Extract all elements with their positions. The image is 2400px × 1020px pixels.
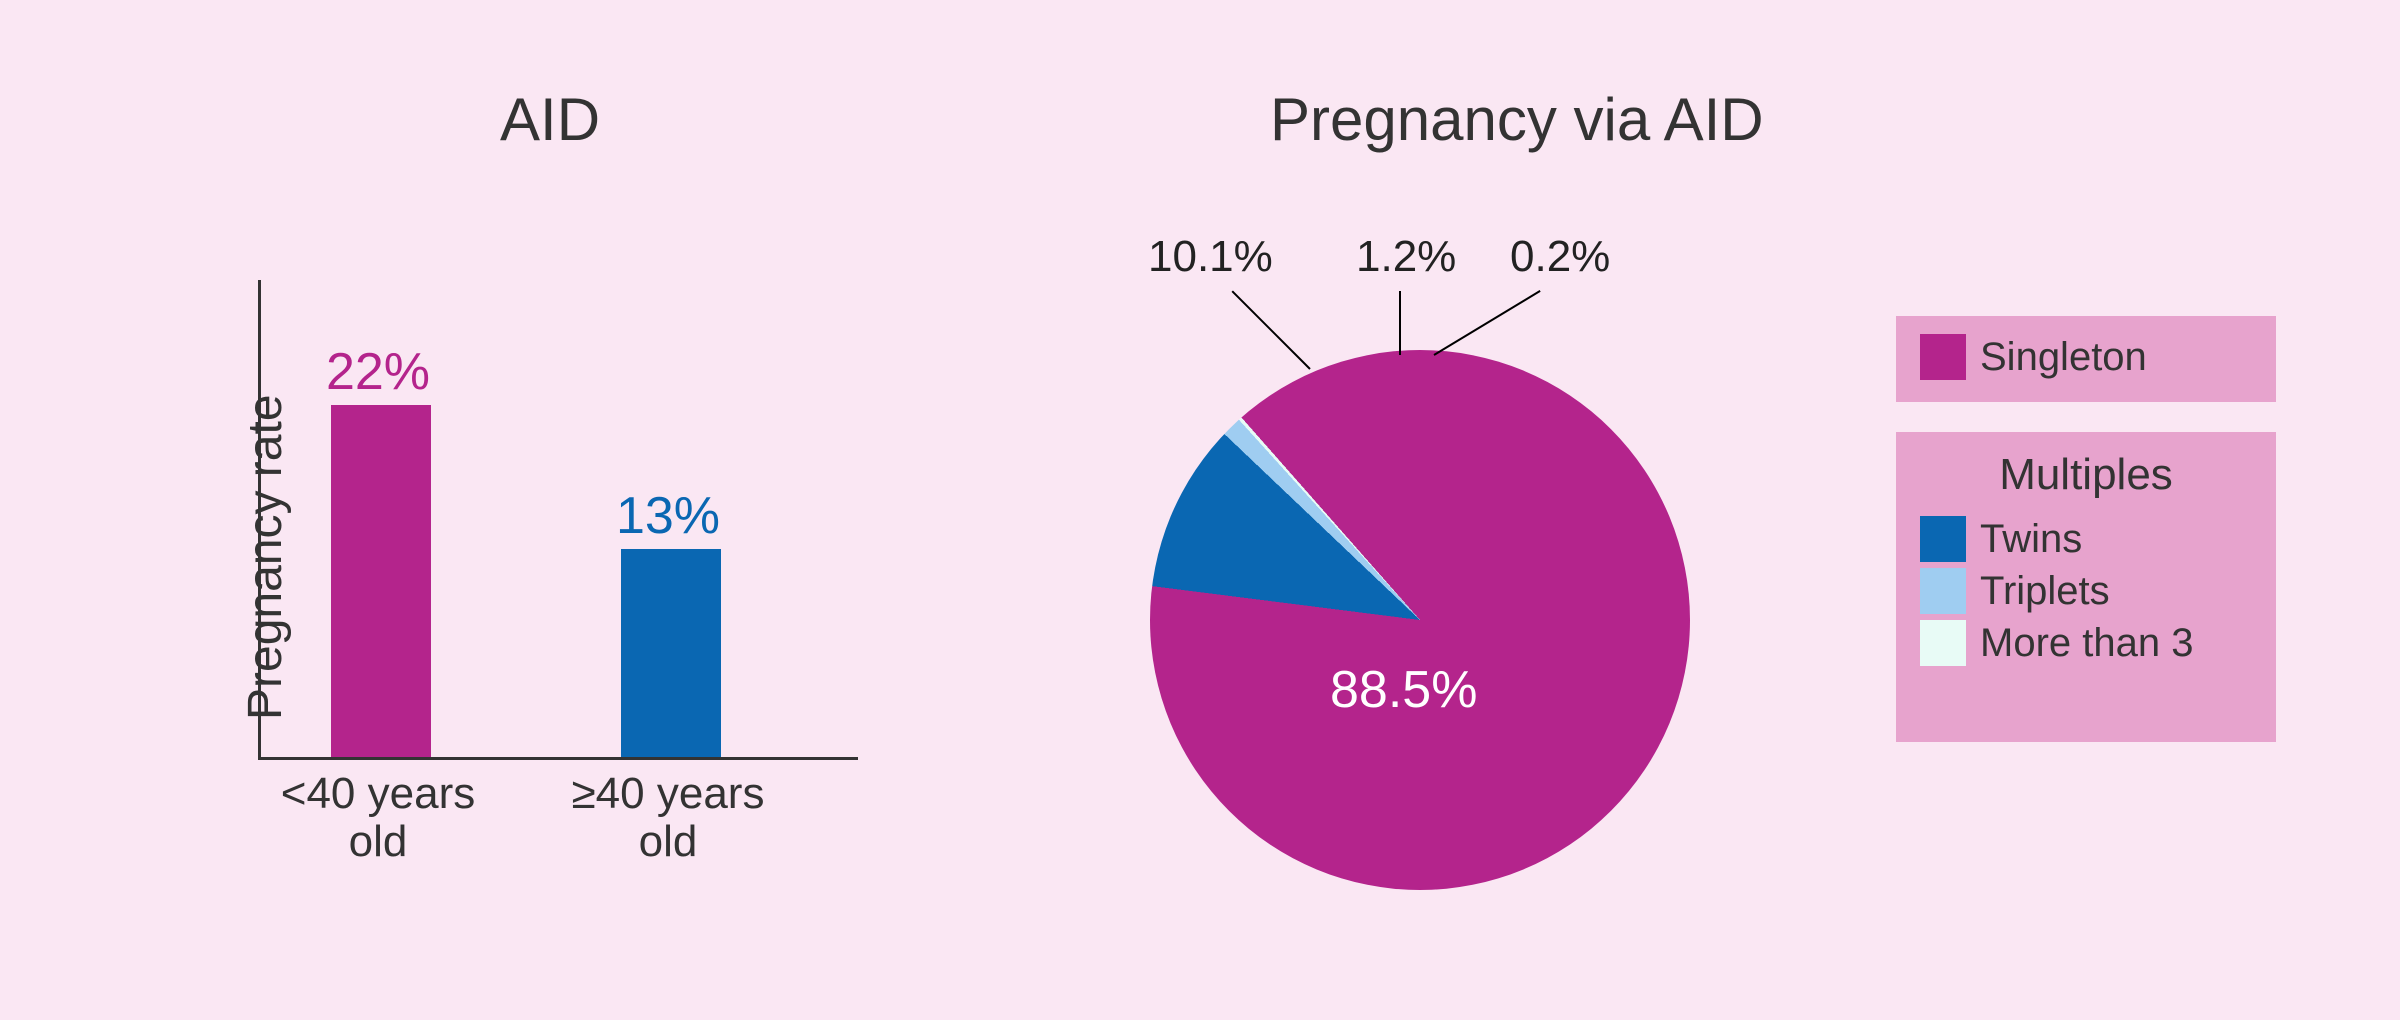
bar-value-under-40: 22% [308, 342, 448, 402]
bar-chart-title: AID [500, 85, 600, 154]
legend-multiples-title: Multiples [1920, 450, 2252, 500]
legend-row-triplets: Triplets [1920, 568, 2252, 614]
bar-value-40-plus: 13% [598, 486, 738, 546]
pie-label-twins: 10.1% [1148, 232, 1273, 282]
figure-canvas: AID Pregnancy rate 22% 13% <40 years old… [0, 0, 2400, 1020]
bar-xlabel-40-plus: ≥40 years old [538, 770, 798, 867]
legend-label: Twins [1980, 517, 2082, 562]
bar-under-40 [331, 405, 431, 757]
leader-line [1399, 291, 1401, 355]
bar-xlabel-line2: old [639, 817, 698, 866]
pie-chart-title: Pregnancy via AID [1270, 85, 1764, 154]
pie-label-triplets: 1.2% [1356, 232, 1456, 282]
legend-singleton-box: Singleton [1896, 316, 2276, 402]
legend-multiples-box: Multiples Twins Triplets More than 3 [1896, 432, 2276, 742]
legend-label: Triplets [1980, 569, 2110, 614]
legend-row-twins: Twins [1920, 516, 2252, 562]
legend-row-more3: More than 3 [1920, 620, 2252, 666]
legend-swatch-singleton [1920, 334, 1966, 380]
pie-label-more3: 0.2% [1510, 232, 1610, 282]
legend-swatch-triplets [1920, 568, 1966, 614]
leader-line [1231, 290, 1310, 369]
legend-row-singleton: Singleton [1920, 334, 2252, 380]
bar-40-plus [621, 549, 721, 757]
pie-center-label: 88.5% [1330, 660, 1477, 720]
leader-line [1433, 290, 1540, 356]
bar-xlabel-under-40: <40 years old [248, 770, 508, 867]
pie-chart [1150, 350, 1690, 890]
bar-xlabel-line1: <40 years [281, 769, 475, 818]
legend-swatch-more3 [1920, 620, 1966, 666]
bar-xlabel-line2: old [349, 817, 408, 866]
bar-xlabel-line1: ≥40 years [572, 769, 765, 818]
legend-label: Singleton [1980, 335, 2147, 380]
legend-swatch-twins [1920, 516, 1966, 562]
legend-label: More than 3 [1980, 621, 2193, 666]
